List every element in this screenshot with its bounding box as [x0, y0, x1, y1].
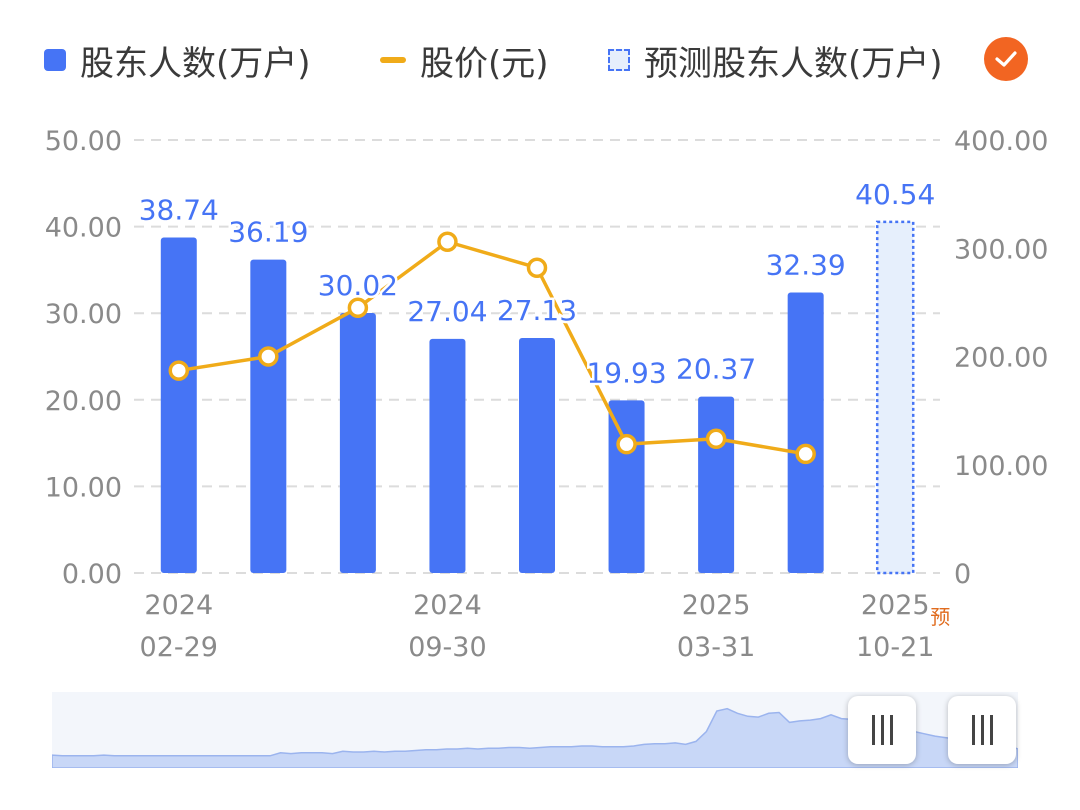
- x-tick-year: 2025: [861, 590, 930, 621]
- slider-handle-right[interactable]: [948, 696, 1016, 764]
- slider-handle-left[interactable]: [848, 696, 916, 764]
- bar-value-label: 27.13: [497, 294, 577, 327]
- bar: [787, 292, 824, 573]
- bar: [429, 338, 466, 573]
- bar-value-label: 20.37: [676, 353, 756, 386]
- bar-value-label: 32.39: [766, 249, 846, 282]
- legend-item-forecast[interactable]: 预测股东人数(万户): [608, 30, 943, 90]
- price-point: [437, 231, 458, 253]
- bar: [698, 396, 735, 573]
- legend: 股东人数(万户) 股价(元) 预测股东人数(万户): [44, 30, 1044, 90]
- forecast-tag: 预: [930, 605, 950, 629]
- y-left-tick-label: 10.00: [45, 472, 122, 503]
- range-slider[interactable]: [52, 692, 1018, 768]
- price-point: [258, 346, 279, 367]
- price-point: [168, 360, 190, 381]
- check-icon[interactable]: [984, 37, 1028, 81]
- price-point: [526, 257, 548, 278]
- x-tick-date: 10-21: [856, 632, 934, 663]
- x-tick-year: 2025: [682, 590, 751, 621]
- x-tick-year: 2024: [144, 590, 213, 621]
- bar: [519, 338, 555, 573]
- bar: [250, 259, 287, 573]
- y-left-tick-label: 20.00: [45, 386, 122, 417]
- bar-value-label: 27.04: [407, 295, 487, 328]
- legend-label-forecast: 预测股东人数(万户): [644, 43, 943, 84]
- y-left-tick-label: 50.00: [45, 126, 122, 157]
- bar-value-label: 38.74: [139, 194, 219, 227]
- y-right-tick-label: 200.00: [954, 343, 1048, 374]
- chart: 0.00 10.00 20.00 30.00 40.00 50.00 0 100.00 200.…: [45, 126, 1049, 663]
- bar: [608, 400, 645, 573]
- x-tick-date: 03-31: [677, 632, 755, 663]
- legend-bar-swatch: [44, 49, 66, 71]
- y-right-tick-label: 300.00: [954, 234, 1048, 265]
- grip-icon: [871, 715, 893, 745]
- x-tick-year: 2024: [413, 590, 482, 621]
- price-point: [616, 433, 637, 455]
- forecast-bar: [875, 220, 915, 575]
- legend-label-price: 股价(元): [420, 43, 549, 84]
- legend-item-shareholders[interactable]: 股东人数(万户): [44, 30, 311, 90]
- price-point: [347, 297, 369, 319]
- legend-forecast-swatch: [608, 49, 630, 71]
- y-right-tick-label: 100.00: [954, 451, 1048, 482]
- price-line: [178, 240, 806, 456]
- y-left-tick-label: 30.00: [45, 299, 122, 330]
- legend-item-price[interactable]: 股价(元): [380, 30, 549, 90]
- y-left-tick-label: 40.00: [45, 213, 122, 244]
- y-right-tick-label: 400.00: [954, 126, 1048, 157]
- legend-label-shareholders: 股东人数(万户): [80, 43, 311, 84]
- x-tick-date: 09-30: [408, 632, 486, 663]
- price-point: [795, 443, 816, 465]
- x-tick-date: 02-29: [140, 632, 218, 663]
- bar-value-label: 36.19: [228, 216, 308, 249]
- bar: [160, 237, 197, 573]
- bar-value-label: 40.54: [855, 178, 935, 211]
- price-point: [705, 428, 727, 450]
- bar-value-label: 30.02: [318, 269, 398, 302]
- legend-line-swatch: [380, 57, 406, 63]
- grip-icon: [971, 715, 993, 745]
- y-left-tick-label: 0.00: [62, 559, 122, 590]
- y-right-tick-label: 0: [954, 559, 971, 590]
- bar: [339, 313, 376, 573]
- bar-value-label: 19.93: [586, 356, 666, 389]
